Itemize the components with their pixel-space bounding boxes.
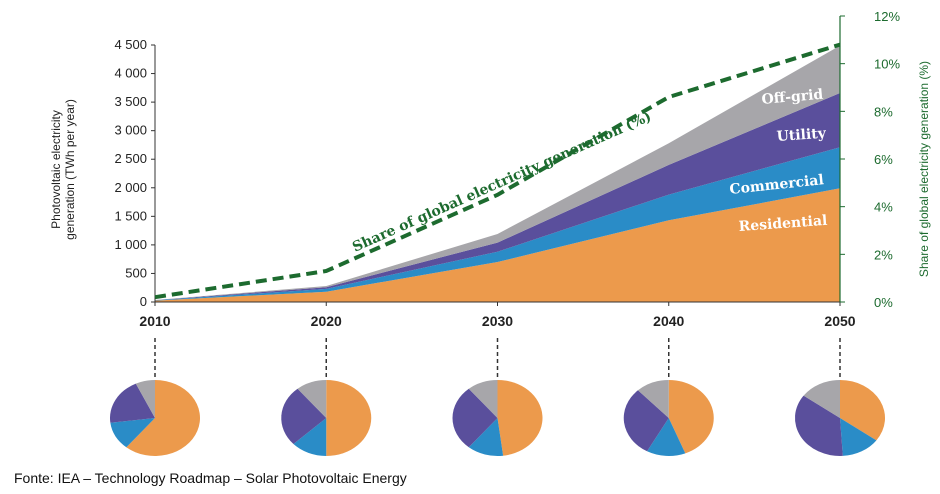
x-tick-label: 2030 <box>482 313 513 329</box>
pie-slice-utility <box>794 395 843 457</box>
left-tick-label: 1 000 <box>114 237 147 252</box>
left-axis-title-line: Photovoltaic electricity <box>49 110 63 229</box>
share-line <box>154 42 841 300</box>
pie-slice-commercial <box>840 418 877 456</box>
left-tick-label: 2 500 <box>114 151 147 166</box>
left-tick-label: 3 000 <box>114 123 147 138</box>
x-tick-label: 2010 <box>139 313 170 329</box>
pie-slice-commercial <box>468 418 504 456</box>
area-residential <box>155 188 840 302</box>
pie-slice-residential <box>126 380 201 456</box>
right-tick-label: 10% <box>874 57 900 72</box>
x-tick-label: 2050 <box>824 313 855 329</box>
pie-slice-residential <box>668 380 714 454</box>
pie-slice-utility <box>281 388 327 445</box>
pie-slice-residential <box>840 380 886 441</box>
left-axis-title: Photovoltaic electricitygeneration (TWh … <box>49 99 77 240</box>
x-tick-label: 2040 <box>653 313 684 329</box>
left-tick-label: 1 500 <box>114 208 147 223</box>
right-axis-title: Share of global electricity generation (… <box>917 61 931 277</box>
right-tick-label: 6% <box>874 152 893 167</box>
pie-slice-commercial <box>110 418 155 448</box>
left-tick-label: 500 <box>125 265 147 280</box>
left-tick-label: 4 000 <box>114 66 147 81</box>
right-tick-label: 4% <box>874 200 893 215</box>
area-label-off-grid: Off-grid <box>761 87 824 108</box>
right-tick-label: 2% <box>874 247 893 262</box>
left-axis-title-line: generation (TWh per year) <box>63 99 77 240</box>
pie-slice-residential <box>326 380 372 456</box>
area-label-residential: Residential <box>738 213 828 235</box>
right-tick-label: 8% <box>874 104 893 119</box>
pie-slice-off-grid <box>803 380 840 418</box>
pie-slice-off-grid <box>135 380 155 418</box>
left-tick-label: 0 <box>140 294 147 309</box>
pie-slice-utility <box>109 383 155 423</box>
pie-slice-residential <box>497 380 543 456</box>
right-tick-label: 0% <box>874 295 893 310</box>
x-tick-label: 2020 <box>311 313 342 329</box>
right-tick-label: 12% <box>874 9 900 24</box>
pie-slice-off-grid <box>468 380 498 418</box>
pie-slice-off-grid <box>637 380 669 418</box>
source-caption: Fonte: IEA – Technology Roadmap – Solar … <box>14 470 407 486</box>
pie-slice-commercial <box>647 418 686 457</box>
pie-slice-off-grid <box>297 380 327 418</box>
left-tick-label: 4 500 <box>114 37 147 52</box>
pie-slice-utility <box>452 388 498 448</box>
area-label-utility: Utility <box>776 126 827 145</box>
pie-slice-utility <box>623 390 669 452</box>
pie-slice-commercial <box>293 418 327 456</box>
left-tick-label: 3 500 <box>114 94 147 109</box>
left-tick-label: 2 000 <box>114 180 147 195</box>
